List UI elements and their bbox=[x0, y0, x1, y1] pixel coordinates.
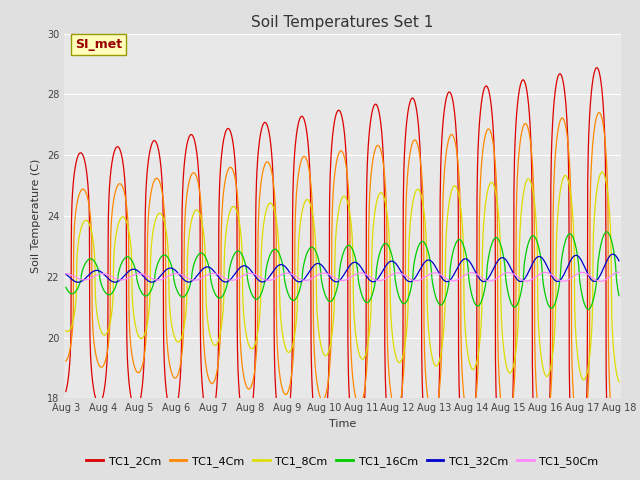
TC1_8Cm bbox=[582, 375, 589, 381]
TC1_2Cm bbox=[371, 102, 378, 108]
TC1_2Cm bbox=[358, 425, 366, 431]
TC1_4Cm bbox=[371, 150, 378, 156]
TC1_32Cm bbox=[615, 258, 623, 264]
TC1_2Cm bbox=[566, 405, 574, 411]
Line: TC1_4Cm: TC1_4Cm bbox=[66, 113, 619, 444]
TC1_8Cm bbox=[216, 332, 224, 337]
TC1_32Cm bbox=[504, 259, 511, 264]
TC1_32Cm bbox=[216, 276, 224, 282]
TC1_2Cm bbox=[62, 389, 70, 395]
TC1_4Cm bbox=[62, 358, 70, 364]
Line: TC1_16Cm: TC1_16Cm bbox=[66, 232, 619, 309]
TC1_32Cm bbox=[582, 266, 589, 272]
TC1_16Cm bbox=[371, 284, 378, 290]
TC1_2Cm bbox=[216, 172, 224, 178]
TC1_16Cm bbox=[503, 285, 511, 290]
TC1_8Cm bbox=[598, 169, 606, 175]
TC1_4Cm bbox=[582, 419, 589, 425]
Legend: TC1_2Cm, TC1_4Cm, TC1_8Cm, TC1_16Cm, TC1_32Cm, TC1_50Cm: TC1_2Cm, TC1_4Cm, TC1_8Cm, TC1_16Cm, TC1… bbox=[82, 451, 603, 471]
Title: Soil Temperatures Set 1: Soil Temperatures Set 1 bbox=[252, 15, 433, 30]
TC1_16Cm bbox=[603, 229, 611, 235]
TC1_50Cm bbox=[358, 270, 366, 276]
Text: SI_met: SI_met bbox=[75, 38, 122, 51]
TC1_8Cm bbox=[371, 214, 378, 219]
TC1_50Cm bbox=[503, 270, 511, 276]
TC1_32Cm bbox=[74, 279, 82, 285]
TC1_16Cm bbox=[615, 293, 623, 299]
TC1_8Cm bbox=[503, 365, 511, 371]
TC1_50Cm bbox=[371, 276, 378, 282]
TC1_32Cm bbox=[358, 267, 366, 273]
Line: TC1_8Cm: TC1_8Cm bbox=[66, 172, 619, 382]
TC1_16Cm bbox=[62, 285, 70, 290]
TC1_50Cm bbox=[615, 269, 623, 275]
X-axis label: Time: Time bbox=[329, 419, 356, 429]
TC1_8Cm bbox=[62, 328, 70, 334]
TC1_2Cm bbox=[582, 432, 589, 438]
TC1_8Cm bbox=[566, 187, 574, 192]
TC1_2Cm bbox=[503, 464, 511, 469]
TC1_32Cm bbox=[371, 278, 378, 284]
TC1_4Cm bbox=[566, 170, 574, 176]
TC1_50Cm bbox=[582, 270, 589, 276]
TC1_16Cm bbox=[216, 295, 224, 301]
TC1_4Cm bbox=[595, 110, 603, 116]
TC1_32Cm bbox=[609, 252, 617, 257]
TC1_4Cm bbox=[615, 440, 623, 445]
TC1_32Cm bbox=[566, 258, 574, 264]
TC1_4Cm bbox=[216, 338, 224, 344]
TC1_2Cm bbox=[615, 475, 623, 480]
TC1_50Cm bbox=[596, 278, 604, 284]
Line: TC1_32Cm: TC1_32Cm bbox=[66, 254, 619, 282]
TC1_16Cm bbox=[584, 306, 592, 312]
TC1_32Cm bbox=[62, 271, 70, 277]
TC1_50Cm bbox=[62, 271, 70, 276]
TC1_4Cm bbox=[503, 424, 511, 430]
TC1_8Cm bbox=[358, 356, 366, 362]
TC1_2Cm bbox=[593, 65, 600, 71]
TC1_8Cm bbox=[615, 379, 623, 384]
TC1_4Cm bbox=[358, 398, 366, 404]
Line: TC1_2Cm: TC1_2Cm bbox=[66, 68, 619, 480]
Y-axis label: Soil Temperature (C): Soil Temperature (C) bbox=[31, 159, 41, 273]
Line: TC1_50Cm: TC1_50Cm bbox=[66, 272, 619, 281]
TC1_50Cm bbox=[216, 273, 224, 278]
TC1_50Cm bbox=[566, 276, 574, 282]
TC1_16Cm bbox=[358, 293, 366, 299]
TC1_16Cm bbox=[566, 231, 574, 237]
TC1_4Cm bbox=[614, 441, 621, 447]
TC1_16Cm bbox=[582, 303, 589, 309]
